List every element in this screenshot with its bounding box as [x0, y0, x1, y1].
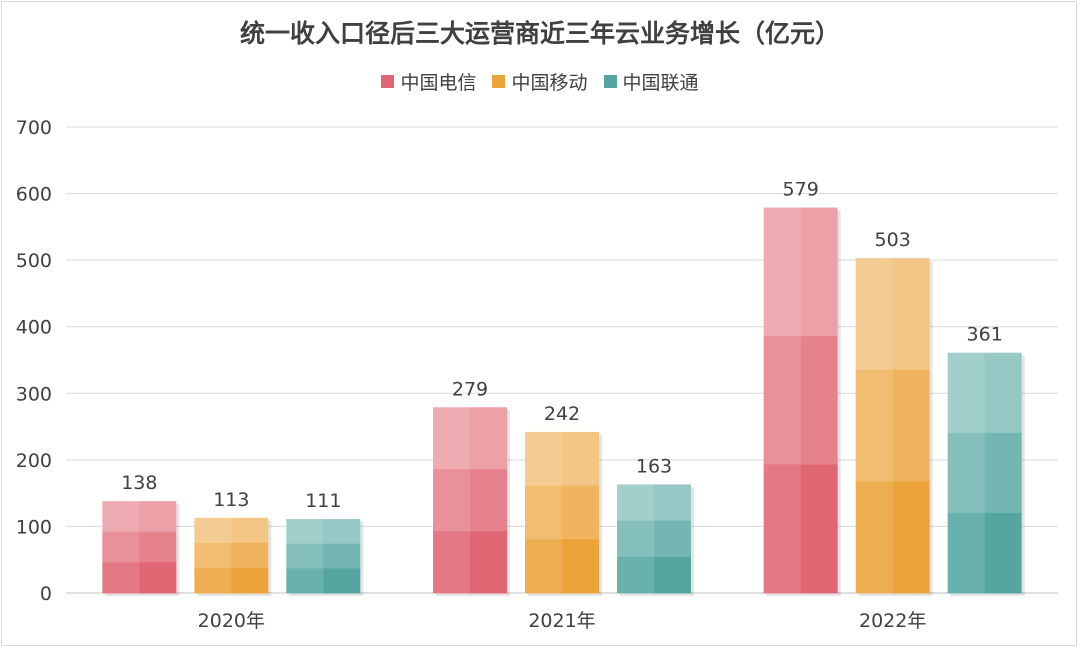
bar-segment-mobile-1-1-0 — [525, 485, 563, 540]
data-label-unicom-2: 361 — [967, 324, 1003, 346]
bar-segment-mobile-1-2-1 — [562, 539, 599, 594]
legend-swatch-mobile — [492, 75, 506, 88]
bar-segment-mobile-1-0-0 — [525, 431, 563, 487]
bar-segment-mobile-0-2-0 — [194, 567, 232, 594]
bar-segment-mobile-2-1-1 — [892, 369, 930, 482]
bar-segment-unicom-2-2-1 — [984, 512, 1022, 594]
bar-segment-telecom-1-1-1 — [470, 469, 507, 532]
bar-segment-mobile-2-0-0 — [855, 258, 894, 371]
y-tick-label-300: 300 — [16, 383, 52, 405]
bar-segment-unicom-2-1-1 — [984, 432, 1022, 514]
bar-segment-unicom-0-2-1 — [323, 568, 361, 594]
legend-label-unicom: 中国联通 — [622, 72, 699, 94]
bar-segment-mobile-0-0-0 — [194, 517, 232, 544]
bar-segment-telecom-0-0-0 — [102, 501, 140, 533]
data-label-mobile-2: 503 — [875, 229, 911, 251]
bar-segment-telecom-2-1-0 — [763, 336, 802, 466]
bar-segment-unicom-0-2-0 — [286, 568, 324, 594]
legend-item-mobile: 中国移动 — [492, 68, 588, 95]
data-label-mobile-0: 113 — [213, 489, 249, 511]
data-label-telecom-1: 279 — [452, 378, 488, 400]
bar-segment-unicom-2-0-1 — [984, 352, 1022, 434]
bar-segment-mobile-2-1-0 — [855, 369, 894, 482]
bar-segment-unicom-1-0-1 — [654, 484, 691, 522]
bar-segment-unicom-2-2-0 — [947, 512, 986, 594]
bar-segment-mobile-1-1-1 — [562, 485, 599, 540]
bar-segment-unicom-1-0-0 — [617, 484, 655, 522]
bar-segment-mobile-2-0-1 — [892, 258, 930, 371]
y-tick-label-600: 600 — [16, 184, 52, 206]
bar-segment-telecom-0-2-0 — [102, 562, 140, 594]
legend-label-telecom: 中国电信 — [400, 72, 477, 94]
bar-segment-telecom-2-0-0 — [763, 207, 802, 337]
data-label-unicom-1: 163 — [636, 455, 672, 477]
bar-segment-telecom-0-1-0 — [102, 531, 140, 563]
bar-segment-mobile-2-2-0 — [855, 481, 894, 594]
bar-segment-unicom-0-0-1 — [323, 519, 361, 545]
y-tick-label-100: 100 — [16, 516, 52, 538]
bar-segment-mobile-1-2-0 — [525, 539, 563, 594]
bar-segment-telecom-2-2-1 — [800, 464, 838, 594]
x-tick-label-0: 2020年 — [198, 610, 265, 632]
bar-segment-telecom-1-1-0 — [433, 469, 471, 532]
data-label-mobile-1: 242 — [544, 403, 580, 425]
legend-swatch-unicom — [603, 75, 617, 88]
chart-title: 统一收入口径后三大运营商近三年云业务增长（亿元） — [239, 19, 840, 48]
data-label-telecom-0: 138 — [121, 472, 157, 494]
legend-swatch-telecom — [381, 75, 395, 88]
bar-segment-unicom-0-0-0 — [286, 519, 324, 545]
bar-segment-telecom-1-0-0 — [433, 407, 471, 470]
bar-segment-unicom-0-1-1 — [323, 543, 361, 569]
bar-segment-unicom-0-1-0 — [286, 543, 324, 569]
bar-segment-telecom-1-2-1 — [470, 531, 507, 594]
bar-segment-mobile-0-2-1 — [231, 567, 269, 594]
x-tick-label-2: 2022年 — [859, 610, 926, 632]
legend-label-mobile: 中国移动 — [511, 72, 588, 94]
bar-segment-unicom-1-2-1 — [654, 556, 691, 594]
bar-segment-unicom-2-1-0 — [947, 432, 986, 514]
bar-segment-telecom-0-2-1 — [139, 562, 177, 594]
y-tick-label-200: 200 — [16, 450, 52, 472]
y-tick-label-400: 400 — [16, 317, 52, 339]
y-tick-label-0: 0 — [40, 583, 52, 605]
data-label-unicom-0: 111 — [305, 490, 341, 512]
bar-segment-mobile-0-1-0 — [194, 542, 232, 569]
y-tick-label-700: 700 — [16, 117, 52, 139]
bar-segment-unicom-1-2-0 — [617, 556, 655, 594]
legend-item-unicom: 中国联通 — [603, 68, 699, 95]
bar-segment-telecom-0-0-1 — [139, 501, 177, 533]
bar-segment-mobile-0-1-1 — [231, 542, 269, 569]
bar-segment-mobile-1-0-1 — [562, 431, 599, 487]
x-tick-label-1: 2021年 — [528, 610, 595, 632]
bar-segment-telecom-2-2-0 — [763, 464, 802, 594]
bar-segment-mobile-2-2-1 — [892, 481, 930, 594]
chart-legend: 中国电信 中国移动 中国联通 — [0, 68, 1080, 95]
y-tick-label-500: 500 — [16, 250, 52, 272]
bar-segment-telecom-1-0-1 — [470, 407, 507, 470]
bar-segment-telecom-1-2-0 — [433, 531, 471, 594]
bar-segment-unicom-1-1-0 — [617, 520, 655, 558]
legend-item-telecom: 中国电信 — [381, 68, 476, 95]
bar-segment-telecom-2-0-1 — [800, 207, 838, 337]
bar-segment-unicom-1-1-1 — [654, 520, 691, 558]
bar-segment-telecom-2-1-1 — [800, 336, 838, 466]
bar-segment-telecom-0-1-1 — [139, 531, 177, 563]
data-label-telecom-2: 579 — [783, 179, 819, 201]
bar-segment-mobile-0-0-1 — [231, 517, 269, 544]
bar-segment-unicom-2-0-0 — [947, 352, 986, 434]
